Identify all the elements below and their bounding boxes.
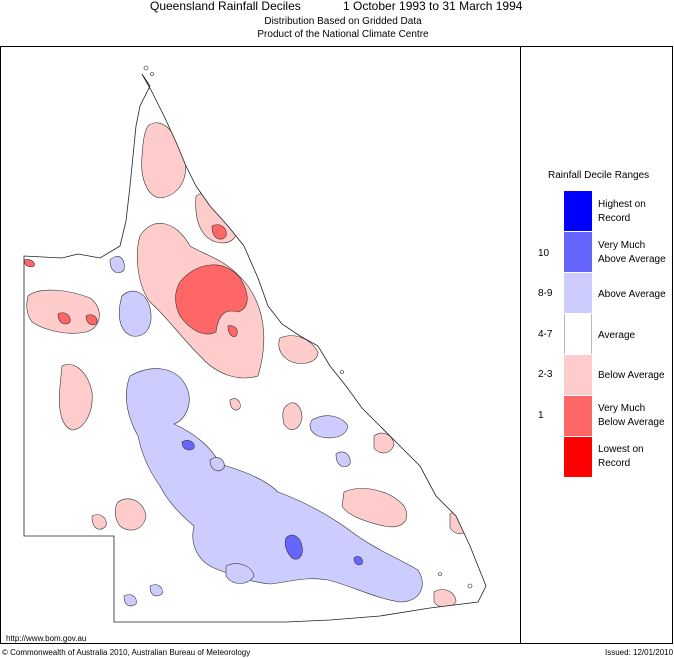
legend-divider bbox=[520, 46, 521, 644]
legend-label-lowest: Lowest on Record bbox=[598, 443, 674, 471]
map-title: Queensland Rainfall Deciles bbox=[150, 0, 301, 13]
queensland-map bbox=[23, 65, 487, 623]
map-frame bbox=[0, 46, 673, 644]
legend-swatch-above bbox=[564, 273, 592, 313]
legend-decile-8-9: 8-9 bbox=[538, 288, 553, 299]
legend-swatch-very-much-above bbox=[564, 232, 592, 272]
legend-label-above: Above Average bbox=[598, 289, 666, 300]
legend-label-line: Below Average bbox=[598, 417, 665, 428]
legend-label-below: Below Average bbox=[598, 370, 665, 381]
legend-swatch-lowest bbox=[564, 437, 592, 477]
issued-date: Issued: 12/01/2010 bbox=[605, 648, 674, 657]
legend-label-highest: Highest on Record bbox=[598, 198, 674, 226]
source-url: http://www.bom.gov.au bbox=[6, 634, 87, 643]
legend-decile-2-3: 2-3 bbox=[538, 369, 553, 380]
legend-swatch-highest bbox=[564, 191, 592, 231]
copyright: © Commonwealth of Australia 2010, Austra… bbox=[2, 648, 251, 657]
date-range: 1 October 1993 to 31 March 1994 bbox=[343, 0, 523, 13]
legend-decile-4-7: 4-7 bbox=[538, 329, 553, 340]
queensland-border bbox=[23, 73, 487, 623]
legend-swatch-below bbox=[564, 355, 592, 395]
legend-swatch-very-much-below bbox=[564, 396, 592, 436]
below-average-regions bbox=[26, 122, 469, 608]
legend-label-line: Lowest on bbox=[598, 444, 644, 455]
title-row: Queensland Rainfall Deciles 1 October 19… bbox=[0, 0, 674, 14]
legend-label-line: Very Much bbox=[598, 403, 646, 414]
legend-label-line: Very Much bbox=[598, 240, 646, 251]
above-average-regions bbox=[109, 256, 423, 607]
legend-label-line: Highest on bbox=[598, 199, 646, 210]
legend-label-line: Record bbox=[598, 213, 631, 224]
legend-label-line: Above Average bbox=[598, 254, 666, 265]
legend-title: Rainfall Decile Ranges bbox=[548, 170, 650, 181]
very-much-below-average-regions bbox=[24, 224, 248, 337]
subtitle-product: Product of the National Climate Centre bbox=[257, 29, 429, 40]
legend-label-very-much-above: Very Much Above Average bbox=[598, 239, 674, 267]
legend-label-average: Average bbox=[598, 330, 636, 341]
legend-label-line: Record bbox=[598, 458, 631, 469]
legend-decile-1: 1 bbox=[538, 410, 544, 421]
legend-decile-10: 10 bbox=[538, 248, 550, 259]
subtitle-distribution: Distribution Based on Gridded Data bbox=[264, 16, 422, 27]
islands bbox=[143, 65, 473, 589]
legend-label-very-much-below: Very Much Below Average bbox=[598, 402, 674, 430]
legend-swatch-average bbox=[564, 314, 592, 354]
